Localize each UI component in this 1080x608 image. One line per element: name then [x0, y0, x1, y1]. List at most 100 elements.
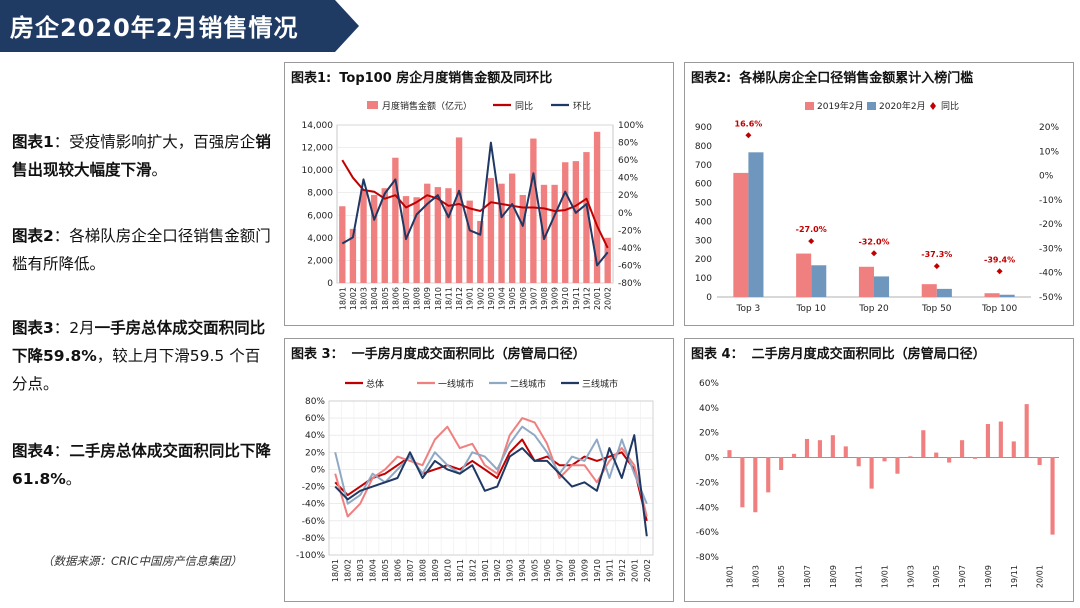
note-4-part-0: 图表4: [12, 442, 54, 460]
chart-3-x-tick: 18/11: [456, 559, 465, 582]
chart-3-x-tick: 19/07: [556, 559, 565, 582]
chart-1-y-left-tick: 12,000: [302, 144, 334, 154]
chart-3-y-tick: -80%: [302, 534, 326, 544]
chart-4-bar-18/06: [792, 454, 796, 458]
chart-4-bar-19/09: [986, 424, 990, 458]
chart-1-y-left-tick: 10,000: [302, 166, 334, 176]
chart-1-x-tick: 18/04: [370, 287, 379, 310]
chart-3-y-tick: -100%: [296, 551, 325, 561]
chart-2-bar-2020-3: [937, 289, 952, 297]
chart-1-x-tick: 19/07: [529, 287, 538, 310]
chart-1-x-tick: 19/11: [572, 287, 581, 310]
chart-1-bar-19/10: [562, 162, 568, 283]
chart-3-x-tick: 19/11: [605, 559, 614, 582]
chart-4-bar-19/04: [921, 430, 925, 457]
chart-3-x-tick: 18/03: [356, 559, 365, 582]
chart-2-y-left-tick: 200: [695, 255, 712, 265]
chart-2-legend-label-2: 同比: [941, 100, 959, 112]
chart-2-y-right-tick: -30%: [1039, 244, 1063, 254]
chart-3-legend-label-3: 三线城市: [582, 378, 618, 390]
chart-4-x-tick: 19/07: [958, 565, 967, 588]
chart-3-x-tick: 19/03: [506, 559, 515, 582]
chart-1-bar-18/11: [445, 188, 451, 283]
chart-3-svg: -100% -80% -60% -40% -20% 0% 20% 40% 60% 80% 总体 一线城…: [285, 339, 673, 601]
chart-2-yoy-marker-0: [745, 132, 751, 138]
chart-3-x-tick: 20/02: [643, 559, 652, 582]
chart-1-x-tick: 18/03: [360, 287, 369, 310]
chart-3-x-tick: 18/12: [468, 559, 477, 582]
chart-3-x-tick: 19/01: [481, 559, 490, 582]
chart-4-y-tick: 60%: [699, 379, 719, 389]
chart-1-legend-swatch-0: [367, 101, 378, 109]
chart-1-x-tick: 18/01: [338, 287, 347, 310]
chart-1-legend-label-1: 同比: [515, 100, 533, 112]
chart-2-yoy-marker-1: [808, 238, 814, 244]
chart-1-x-tick: 18/12: [455, 287, 464, 310]
chart-3-x-tick: 19/10: [593, 559, 602, 582]
chart-4-bar-18/12: [870, 458, 874, 489]
chart-4-x-tick: 18/03: [751, 565, 760, 588]
chart-2-y-right-tick: 20%: [1039, 123, 1059, 133]
chart-4-bar-19/07: [960, 440, 964, 457]
chart-3-y-tick: 60%: [305, 414, 325, 424]
chart-1-y-left-tick: 4,000: [307, 234, 333, 244]
chart-4-y-tick: 40%: [699, 404, 719, 414]
chart-4-x-tick: 19/01: [881, 565, 890, 588]
chart-2-x-tick: Top 3: [736, 304, 761, 314]
chart-1-y-left-tick: 6,000: [307, 211, 333, 221]
chart-2-legend-swatch-1: [867, 102, 876, 110]
note-1: 图表1：受疫情影响扩大，百强房企销售出现较大幅度下滑。: [12, 128, 274, 184]
chart-1-legend-label-0: 月度销售金额（亿元）: [382, 100, 472, 112]
chart-2-y-right-tick: -50%: [1039, 293, 1063, 303]
chart-panel-4: 图表 4： 二手房月度成交面积同比（房管局口径） -80% -60% -40% -20%…: [684, 338, 1074, 602]
chart-3-x-tick: 18/06: [394, 559, 403, 582]
chart-3-x-tick: 20/01: [630, 559, 639, 582]
chart-1-y-right-tick: 60%: [618, 156, 638, 166]
chart-4-bar-18/07: [805, 439, 809, 458]
chart-1-y-right-tick: 40%: [618, 174, 638, 184]
chart-2-yoy-label-4: -39.4%: [984, 255, 1015, 264]
chart-1-x-tick: 19/04: [498, 287, 507, 310]
chart-3-x-tick: 19/08: [568, 559, 577, 582]
chart-1-y-right-tick: -40%: [618, 244, 642, 254]
chart-2-bar-2019-3: [922, 284, 937, 297]
chart-2-bar-2020-4: [1000, 295, 1015, 297]
chart-3-x-tick: 18/02: [344, 559, 353, 582]
chart-3-y-tick: -60%: [302, 517, 326, 527]
chart-4-svg: -80%-60%-40%-20%0%20%40%60%18/01 18/03 18/…: [685, 339, 1073, 601]
chart-1-y-right-tick: 0%: [618, 209, 633, 219]
chart-3-x-tick: 19/04: [518, 559, 527, 582]
chart-1-svg: 02,0004,0006,0008,00010,00012,00014,000-…: [285, 63, 673, 325]
chart-1-bar-19/11: [573, 161, 579, 283]
chart-2-yoy-label-3: -37.3%: [921, 250, 952, 259]
chart-4-y-tick: 20%: [699, 429, 719, 439]
chart-3-y-tick: -40%: [302, 500, 326, 510]
chart-4-bar-18/08: [818, 440, 822, 457]
chart-1-bar-18/12: [456, 137, 462, 283]
chart-4-x-tick: 20/01: [1036, 565, 1045, 588]
chart-1-legend-label-2: 环比: [573, 100, 591, 112]
chart-2-bar-2020-2: [874, 276, 889, 297]
note-4-part-3: 。: [66, 470, 82, 488]
note-4-part-1: ：: [54, 442, 70, 460]
chart-2-y-right-tick: 10%: [1039, 147, 1059, 157]
chart-4-y-tick: -20%: [696, 478, 720, 488]
chart-4-y-tick: -40%: [696, 503, 720, 513]
chart-2-x-tick: Top 20: [858, 304, 889, 314]
chart-1-x-tick: 18/11: [444, 287, 453, 310]
chart-4-bar-18/10: [844, 446, 848, 457]
chart-2-bar-2019-4: [985, 293, 1000, 297]
note-1-part-3: 。: [152, 161, 168, 179]
chart-2-yoy-marker-3: [934, 263, 940, 269]
chart-1-y-right-tick: -80%: [618, 279, 642, 289]
chart-1-y-right-tick: -20%: [618, 226, 642, 236]
chart-2-y-left-tick: 500: [695, 199, 712, 209]
chart-4-y-tick: 0%: [705, 454, 720, 464]
chart-1-y-left-tick: 8,000: [307, 189, 333, 199]
chart-1-x-tick: 20/02: [604, 287, 613, 310]
chart-1-y-right-tick: 20%: [618, 191, 638, 201]
chart-1-bar-18/06: [392, 158, 398, 283]
chart-panel-1: 图表1: Top100 房企月度销售金额及同环比 0 2,000 4,000 6,000…: [284, 62, 674, 326]
chart-1-bar-18/09: [424, 184, 430, 283]
page-title: 房企2020年2月销售情况: [10, 8, 299, 43]
